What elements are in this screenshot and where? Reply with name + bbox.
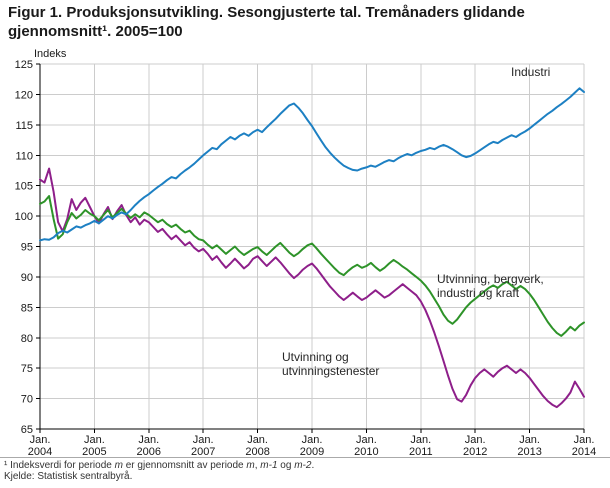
- svg-text:2009: 2009: [300, 446, 324, 458]
- svg-text:Jan.: Jan.: [410, 434, 431, 446]
- footer: ¹ Indeksverdi for periode m er gjennomsn…: [0, 457, 610, 482]
- y-axis-title: Indeks: [34, 48, 67, 60]
- svg-text:75: 75: [21, 363, 33, 375]
- svg-text:2006: 2006: [137, 446, 161, 458]
- svg-text:Jan.: Jan.: [30, 434, 51, 446]
- series-label-utvinning-bergverk-industri-kraft: Utvinning, bergverk, industri og kraft: [437, 272, 544, 300]
- svg-text:115: 115: [15, 120, 33, 132]
- x-axis-tick-labels: Jan.2004Jan.2005Jan.2006Jan.2007Jan.2008…: [28, 434, 596, 458]
- svg-text:Jan.: Jan.: [519, 434, 540, 446]
- svg-text:65: 65: [21, 424, 33, 436]
- svg-text:125: 125: [15, 59, 33, 71]
- svg-text:2005: 2005: [82, 446, 106, 458]
- svg-text:85: 85: [21, 302, 33, 314]
- svg-text:Jan.: Jan.: [302, 434, 323, 446]
- svg-text:Jan.: Jan.: [84, 434, 105, 446]
- svg-text:Jan.: Jan.: [138, 434, 159, 446]
- series-line-utvinning-og-utvinningstenester: [39, 167, 585, 409]
- svg-text:Jan.: Jan.: [247, 434, 268, 446]
- footnote-source: Kjelde: Statistisk sentralbyrå.: [4, 471, 133, 482]
- svg-text:Jan.: Jan.: [356, 434, 377, 446]
- svg-text:2011: 2011: [409, 446, 433, 458]
- svg-text:100: 100: [15, 211, 33, 223]
- svg-text:2007: 2007: [191, 446, 215, 458]
- svg-text:2010: 2010: [354, 446, 378, 458]
- svg-text:Jan.: Jan.: [574, 434, 595, 446]
- svg-text:2014: 2014: [572, 446, 596, 458]
- svg-text:2008: 2008: [245, 446, 269, 458]
- series-line-industri: [39, 87, 585, 242]
- svg-text:105: 105: [15, 181, 33, 193]
- svg-text:2004: 2004: [28, 446, 52, 458]
- svg-text:Jan.: Jan.: [465, 434, 486, 446]
- chart-title: Figur 1. Produksjonsutvikling. Sesongjus…: [8, 4, 525, 40]
- y-axis-tick-labels: 65 70 75 80 85 90 95 100 105 110 115 120 125: [15, 59, 33, 436]
- svg-text:90: 90: [21, 272, 33, 284]
- series-line-utvinning-bergverk-industri-kraft: [39, 195, 585, 337]
- series-label-industri: Industri: [511, 65, 551, 79]
- svg-text:80: 80: [21, 333, 33, 345]
- svg-text:2013: 2013: [517, 446, 541, 458]
- footnote-definition: ¹ Indeksverdi for periode m er gjennomsn…: [4, 460, 315, 471]
- series-label-utvinning-og-utvinningstenester: Utvinning og utvinningstenester: [282, 350, 380, 378]
- svg-text:70: 70: [21, 394, 33, 406]
- svg-text:110: 110: [15, 150, 33, 162]
- svg-text:2012: 2012: [463, 446, 487, 458]
- svg-text:120: 120: [15, 89, 33, 101]
- svg-text:Jan.: Jan.: [193, 434, 214, 446]
- axes: [36, 63, 585, 433]
- svg-text:95: 95: [21, 242, 33, 254]
